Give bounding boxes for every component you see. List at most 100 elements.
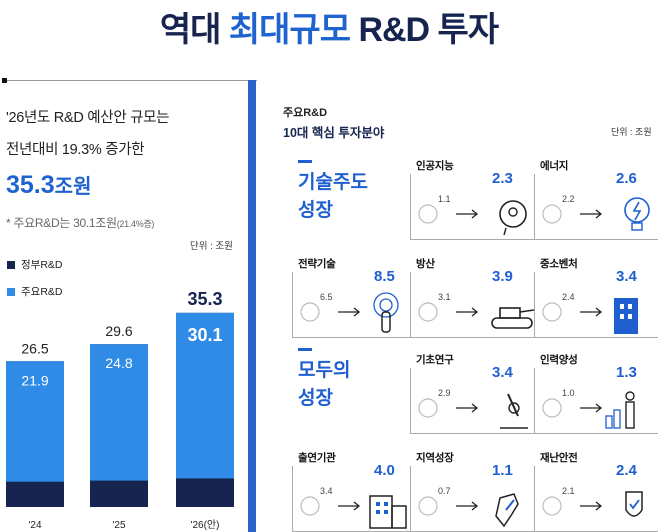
- shield-check-icon: [542, 491, 643, 517]
- legend-label-gov: 정부R&D: [21, 259, 63, 271]
- tick-label: '26(안): [191, 519, 220, 531]
- person-growth-icon: [542, 391, 635, 429]
- label-gov: 26.5: [21, 340, 48, 356]
- light-bulb-icon: [542, 197, 650, 231]
- legend-item-main: 주요R&D: [7, 284, 63, 299]
- old-icon: [300, 496, 320, 516]
- field-new-value: 2.6: [616, 170, 637, 187]
- group-dash: [298, 160, 312, 163]
- field-old-value: 2.1: [562, 486, 575, 496]
- ai-head-icon: [418, 200, 527, 236]
- arrow-head: [471, 209, 479, 219]
- big-unit: 조원: [54, 176, 92, 198]
- field-new-value: 2.3: [492, 170, 513, 187]
- left-note: * 주요R&D는 30.1조원(21.4%증): [6, 214, 154, 231]
- field-label: 중소벤처: [540, 258, 578, 270]
- field-label: 전략기술: [298, 258, 336, 270]
- corner-marker: [2, 78, 7, 83]
- label-main: 30.1: [187, 325, 222, 345]
- right-unit: 단위 : 조원: [611, 127, 652, 137]
- note-main: * 주요R&D는 30.1조원: [6, 216, 117, 230]
- group-line2: 성장: [298, 200, 333, 221]
- arrow-head: [353, 501, 361, 511]
- field-new-value: 3.4: [616, 268, 637, 285]
- cell-frame: [410, 368, 534, 434]
- field-cell: 인공지능 1.1 2.3: [410, 160, 534, 240]
- group-inclusive: 모두의 성장: [298, 348, 388, 413]
- arrow-head: [595, 501, 603, 511]
- old-icon: [300, 302, 320, 322]
- field-old-value: 6.5: [320, 292, 333, 302]
- title-part3: R&D 투자: [350, 11, 499, 49]
- tick-label: '24: [28, 520, 41, 531]
- field-label: 지역성장: [416, 452, 454, 464]
- tank-icon: [418, 302, 534, 329]
- field-cell: 인력양성 1.0 1.3: [534, 354, 658, 434]
- region-map-icon: [418, 493, 519, 528]
- field-old-value: 2.4: [562, 292, 575, 302]
- field-cell: 전략기술 6.5 8.5: [292, 258, 416, 338]
- field-cell: 지역성장 0.7 1.1: [410, 452, 534, 532]
- field-cell: 방산 3.1 3.9: [410, 258, 534, 338]
- group-line1: 기술주도: [298, 172, 368, 193]
- field-new-value: 4.0: [374, 462, 395, 479]
- tick-label: '25: [112, 520, 125, 531]
- label-gov: 35.3: [187, 289, 222, 309]
- bar-main: [176, 312, 234, 479]
- legend-label-main: 주요R&D: [21, 286, 63, 298]
- cell-frame: [534, 174, 658, 240]
- label-main: 24.8: [105, 355, 132, 371]
- legend-item-gov: 정부R&D: [7, 257, 63, 272]
- group-tech-led: 기술주도 성장: [298, 160, 388, 225]
- group-line2: 성장: [298, 388, 333, 409]
- cell-frame: [534, 272, 658, 338]
- right-head2: 10대 핵심 투자분야: [283, 126, 385, 140]
- old-icon: [418, 496, 438, 516]
- big-value: 35.3: [6, 171, 55, 199]
- field-cell: 에너지 2.2 2.6: [534, 160, 658, 240]
- microscope-icon: [418, 393, 528, 429]
- bar-chart: 26.5 21.9 '24 29.6 24.8 '25 35.3 30.1 '26(안): [6, 289, 234, 531]
- field-new-value: 3.4: [492, 364, 513, 381]
- arrow-head: [471, 403, 479, 413]
- old-icon: [542, 496, 562, 516]
- title-part1: 역대: [159, 11, 229, 49]
- left-panel-edge: [248, 80, 256, 532]
- touch-chip-icon: [300, 292, 399, 333]
- old-icon: [418, 204, 438, 224]
- arrow-head: [471, 501, 479, 511]
- field-cell: 출연기관 3.4 4.0: [292, 452, 416, 532]
- field-label: 인력양성: [540, 354, 578, 366]
- arrow-head: [595, 307, 603, 317]
- chart-unit: 단위 : 조원: [190, 241, 233, 252]
- building-icon: [542, 298, 638, 334]
- page-title: 역대 최대규모 R&D 투자: [0, 2, 658, 51]
- field-old-value: 1.1: [438, 194, 451, 204]
- group-line1: 모두의: [298, 360, 351, 381]
- arrow-head: [595, 209, 603, 219]
- top-divider: [7, 80, 257, 81]
- note-small: (21.4%증): [116, 219, 155, 229]
- bar-main: [90, 344, 148, 481]
- field-new-value: 2.4: [616, 462, 637, 479]
- field-label: 재난안전: [540, 452, 578, 464]
- old-icon: [418, 302, 438, 322]
- arrow-head: [353, 307, 361, 317]
- field-old-value: 2.2: [562, 194, 575, 204]
- legend-swatch-main: [7, 287, 15, 296]
- arrow-head: [471, 307, 479, 317]
- field-label: 인공지능: [416, 160, 454, 172]
- field-old-value: 3.4: [320, 486, 333, 496]
- left-line1: '26년도 R&D 예산안 규모는: [6, 110, 170, 126]
- field-old-value: 3.1: [438, 292, 451, 302]
- field-old-value: 1.0: [562, 388, 575, 398]
- old-icon: [542, 302, 562, 322]
- cell-frame: [534, 368, 658, 434]
- field-new-value: 1.1: [492, 462, 513, 479]
- old-icon: [418, 398, 438, 418]
- field-cell: 중소벤처 2.4 3.4: [534, 258, 658, 338]
- field-label: 기초연구: [416, 354, 454, 366]
- field-cell: 기초연구 2.9 3.4: [410, 354, 534, 434]
- field-label: 출연기관: [298, 452, 336, 464]
- field-cell: 재난안전 2.1 2.4: [534, 452, 658, 532]
